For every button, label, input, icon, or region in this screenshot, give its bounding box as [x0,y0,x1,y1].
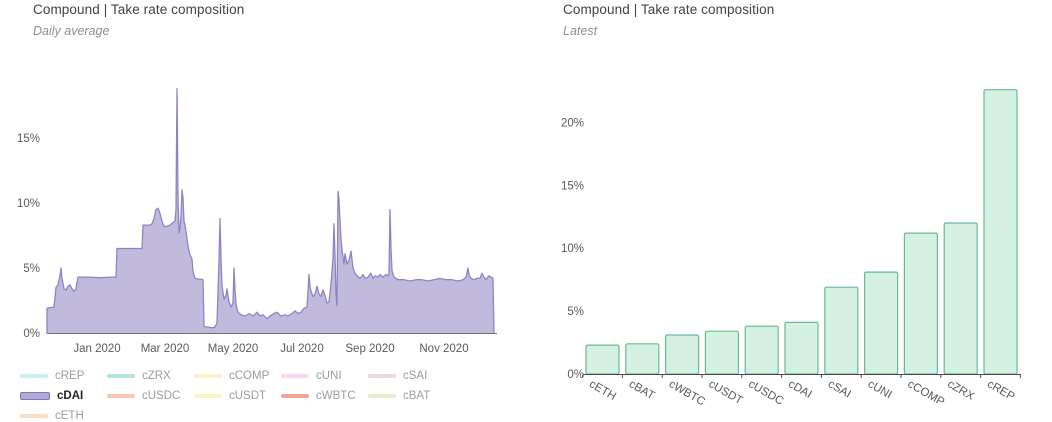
right-x-label-cWBTC: cWBTC [667,378,707,408]
cdai-area-fill [47,88,494,333]
right-x-label-cSAI: cSAI [826,378,853,401]
right-x-label-cUNI: cUNI [866,378,894,401]
legend-label-cZRX: cZRX [142,370,171,382]
left-x-tick-jan-2020: Jan 2020 [73,343,120,355]
right-x-label-cUSDC: cUSDC [746,378,785,408]
right-x-label-cDAI: cDAI [786,378,814,401]
series-legend: cREP cZRX cCOMP cUNI cSAI cDAI cUSDC cUSDT cWBTC… [20,366,490,422]
legend-item-cUNI[interactable]: cUNI [281,370,368,382]
legend-label-cUSDT: cUSDT [229,390,267,402]
right-x-label-cREP: cREP [985,378,1017,403]
right-x-label-cCOMP: cCOMP [905,378,946,409]
bar-cWBTC[interactable] [664,334,700,375]
legend-swatch-cWBTC [281,394,309,398]
legend-item-cWBTC[interactable]: cWBTC [281,390,368,402]
legend-swatch-cZRX [107,374,135,378]
left-y-tick-0%: 0% [23,328,40,340]
legend-label-cCOMP: cCOMP [229,370,270,382]
legend-swatch-cUNI [281,374,309,378]
legend-label-cWBTC: cWBTC [316,390,356,402]
bar-cUSDC[interactable] [744,325,779,375]
legend-item-cDAI[interactable]: cDAI [20,390,107,402]
legend-item-cUSDC[interactable]: cUSDC [107,390,194,402]
right-y-tick-5%: 5% [567,306,584,318]
cdai-area-series[interactable] [46,87,495,334]
bar-cBAT[interactable] [625,343,660,375]
latest-bar-chart: 0% 5% 10% 15% 20% cETH cBAT cWBTC cUSDT cUSDC cDAI… [561,89,1021,409]
left-x-tick-nov-2020: Nov 2020 [419,343,468,355]
right-y-tick-0%: 0% [567,369,584,381]
legend-swatch-cUSDT [194,394,222,398]
bar-cCOMP[interactable] [903,232,939,375]
bar-cZRX[interactable] [943,222,978,375]
legend-item-cBAT[interactable]: cBAT [368,390,455,402]
right-y-tick-10%: 10% [561,243,584,255]
legend-swatch-cUSDC [107,394,135,398]
legend-label-cUNI: cUNI [316,370,342,382]
left-y-tick-15%: 15% [17,133,40,145]
legend-item-cUSDT[interactable]: cUSDT [194,390,281,402]
legend-label-cETH: cETH [55,410,84,422]
right-chart-subtitle: Latest [563,24,598,38]
legend-item-cZRX[interactable]: cZRX [107,370,194,382]
bar-cUSDT[interactable] [704,330,740,375]
right-x-label-cZRX: cZRX [945,378,976,403]
legend-label-cUSDC: cUSDC [142,390,181,402]
legend-item-cSAI[interactable]: cSAI [368,370,455,382]
legend-label-cDAI: cDAI [57,390,84,402]
legend-item-cCOMP[interactable]: cCOMP [194,370,281,382]
legend-label-cSAI: cSAI [403,370,428,382]
legend-swatch-cSAI [368,374,396,378]
legend-item-cREP[interactable]: cREP [20,370,107,382]
right-y-tick-20%: 20% [561,117,584,129]
legend-swatch-cCOMP [194,374,222,378]
bar-cSAI[interactable] [824,286,859,375]
bar-cUNI[interactable] [863,271,899,375]
legend-swatch-cREP [20,374,48,378]
left-x-tick-jul-2020: Jul 2020 [280,343,323,355]
bar-cETH[interactable] [585,344,620,375]
left-x-tick-mar-2020: Mar 2020 [141,343,190,355]
legend-swatch-cBAT [368,394,396,398]
left-y-tick-5%: 5% [23,263,40,275]
legend-label-cREP: cREP [55,370,85,382]
left-chart-subtitle: Daily average [33,24,110,38]
left-x-tick-sep-2020: Sep 2020 [345,343,394,355]
legend-swatch-cETH [20,414,48,418]
right-chart-title: Compound | Take rate composition [563,2,775,17]
bar-cREP[interactable] [983,89,1018,375]
left-y-tick-10%: 10% [17,198,40,210]
legend-item-cETH[interactable]: cETH [20,410,107,422]
legend-label-cBAT: cBAT [403,390,431,402]
left-chart-title: Compound | Take rate composition [33,2,245,17]
right-x-label-cUSDT: cUSDT [706,378,744,407]
right-x-label-cETH: cETH [587,378,618,403]
daily-average-area-chart: 0% 5% 10% 15% Jan 2020 Mar 2020 May 2020 Jul 20… [17,87,497,355]
left-x-tick-may-2020: May 2020 [208,343,259,355]
right-x-label-cBAT: cBAT [627,378,657,402]
right-y-tick-15%: 15% [561,180,584,192]
legend-swatch-cDAI [20,392,50,400]
bar-cDAI[interactable] [784,321,819,375]
